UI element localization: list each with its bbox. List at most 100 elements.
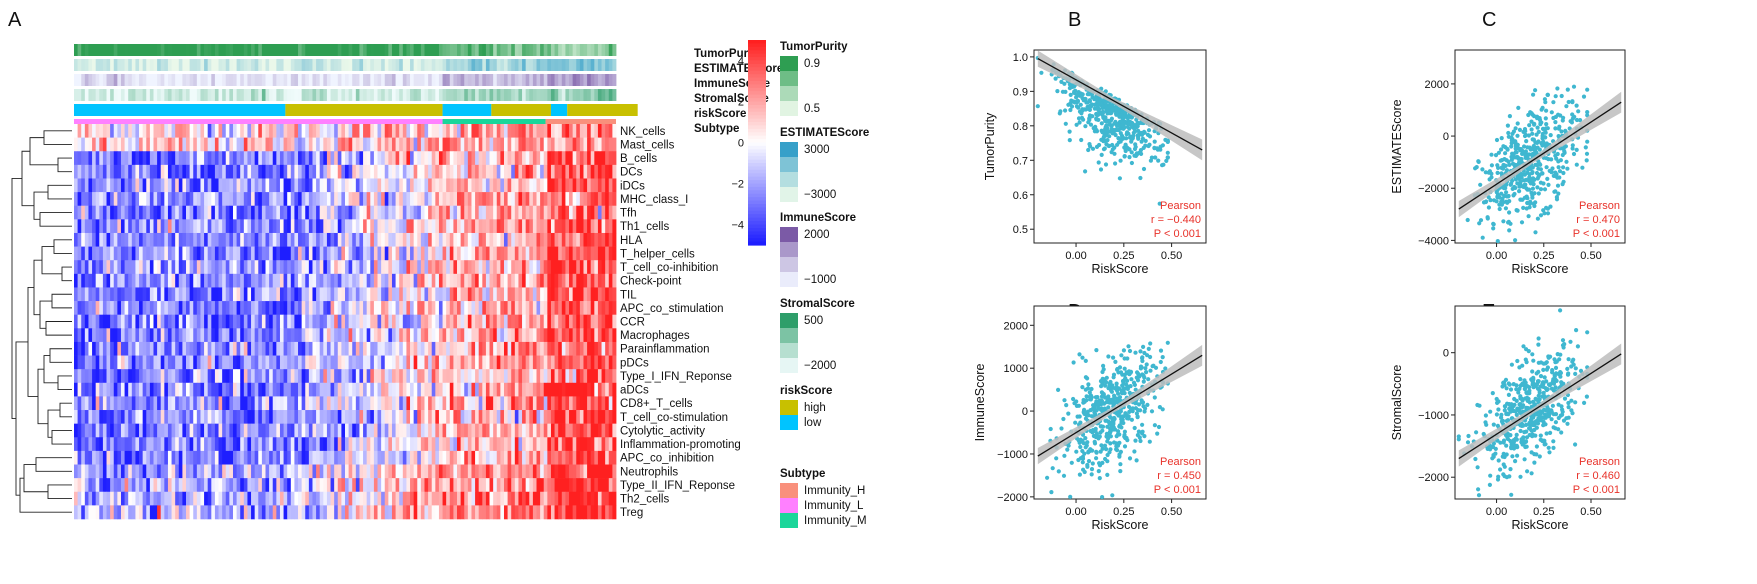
heatmap-cell — [110, 355, 115, 370]
heatmap-cell — [269, 450, 274, 465]
heatmap-cell — [543, 178, 548, 193]
heatmap-cell — [171, 205, 176, 220]
heatmap-cell — [95, 287, 100, 302]
heatmap-cell — [110, 301, 115, 315]
heatmap-cell — [157, 437, 162, 452]
heatmap-cell — [576, 396, 581, 411]
heatmap-cell — [146, 314, 151, 329]
heatmap-cell — [540, 423, 545, 438]
heatmap-cell — [265, 260, 270, 275]
heatmap-cell — [381, 192, 386, 207]
heatmap-cell — [265, 246, 270, 261]
heatmap-cell — [128, 478, 133, 493]
heatmap-cell — [287, 301, 292, 315]
heatmap-cell — [587, 478, 592, 493]
heatmap-cell — [218, 450, 223, 465]
track-immunescore — [308, 74, 313, 86]
heatmap-cell — [211, 246, 216, 261]
heatmap-cell — [88, 491, 93, 506]
heatmap-cell — [377, 369, 382, 384]
heatmap-cell — [211, 205, 216, 220]
heatmap-cell — [186, 328, 191, 343]
track-tumorpurity — [511, 44, 516, 56]
heatmap-cell — [287, 273, 292, 288]
heatmap-cell — [460, 437, 465, 452]
heatmap-cell — [139, 232, 144, 247]
track-tumorpurity — [547, 44, 552, 56]
heatmap-cell — [74, 124, 79, 138]
heatmap-cell — [489, 124, 494, 138]
heatmap-cell — [446, 124, 451, 138]
heatmap-cell — [496, 314, 501, 329]
heatmap-cell — [84, 464, 89, 479]
track-immunescore — [218, 74, 223, 86]
track-estimatescore — [178, 59, 183, 71]
heatmap-cell — [124, 205, 129, 220]
heatmap-cell — [352, 382, 357, 397]
track-estimatescore — [251, 59, 256, 71]
heatmap-cell — [77, 396, 82, 411]
heatmap-cell — [500, 341, 505, 356]
heatmap-cell — [131, 164, 136, 179]
heatmap-cell — [81, 151, 86, 166]
heatmap-cell — [171, 314, 176, 329]
heatmap-cell — [222, 178, 227, 193]
heatmap-cell — [446, 301, 451, 315]
heatmap-cell — [366, 192, 371, 207]
heatmap-cell — [424, 151, 429, 166]
heatmap-cell — [225, 450, 230, 465]
heatmap-cell — [312, 151, 317, 166]
heatmap-cell — [189, 124, 194, 138]
heatmap-cell — [120, 491, 125, 506]
heatmap-cell — [543, 260, 548, 275]
track-tumorpurity — [326, 44, 331, 56]
heatmap-cell — [457, 301, 462, 315]
heatmap-cell — [471, 505, 476, 520]
heatmap-cell — [373, 478, 378, 493]
heatmap-cell — [135, 314, 140, 329]
heatmap-cell — [178, 450, 183, 465]
heatmap-cell — [489, 301, 494, 315]
heatmap-cell — [308, 164, 313, 179]
heatmap-cell — [529, 137, 534, 152]
heatmap-cell — [204, 328, 209, 343]
track-tumorpurity — [605, 44, 610, 56]
track-immunescore — [507, 74, 512, 86]
heatmap-cell — [482, 396, 487, 411]
heatmap-cell — [319, 423, 324, 438]
heatmap-cell — [529, 505, 534, 520]
heatmap-cell — [157, 410, 162, 424]
heatmap-cell — [218, 314, 223, 329]
heatmap-cell — [605, 178, 610, 193]
heatmap-cell — [489, 410, 494, 424]
heatmap-cell — [131, 287, 136, 302]
heatmap-cell — [569, 137, 574, 152]
heatmap-cell — [605, 246, 610, 261]
heatmap-cell — [254, 124, 259, 138]
annotation-label-tumorpurity: TumorPurity — [694, 48, 762, 60]
track-estimatescore — [243, 59, 248, 71]
track-estimatescore — [334, 59, 339, 71]
heatmap-cell — [554, 423, 559, 438]
track-immunescore — [471, 74, 476, 86]
heatmap-cell — [142, 246, 147, 261]
heatmap-cell — [352, 328, 357, 343]
heatmap-cell — [251, 164, 256, 179]
heatmap-cell — [525, 423, 530, 438]
heatmap-cell — [493, 151, 498, 166]
heatmap-cell — [467, 314, 472, 329]
heatmap-cell — [247, 178, 252, 193]
heatmap-cell — [99, 232, 104, 247]
heatmap-cell — [485, 341, 490, 356]
track-immunescore — [258, 74, 263, 86]
heatmap-cell — [298, 437, 303, 452]
heatmap-cell — [279, 124, 284, 138]
heatmap-cell — [316, 273, 321, 288]
heatmap-cell — [381, 423, 386, 438]
heatmap-cell — [395, 355, 400, 370]
track-estimatescore — [200, 59, 205, 71]
heatmap-cell — [388, 464, 393, 479]
heatmap-cell — [605, 219, 610, 234]
heatmap-cell — [186, 151, 191, 166]
heatmap-cell — [493, 137, 498, 152]
